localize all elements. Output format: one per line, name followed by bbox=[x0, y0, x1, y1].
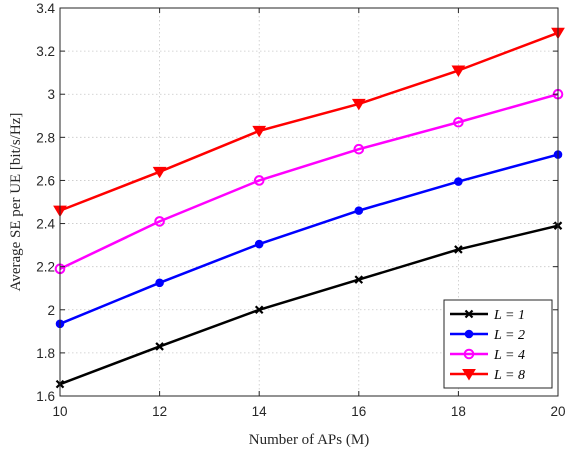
legend-label: L = 2 bbox=[493, 328, 525, 343]
y-tick-label: 3.4 bbox=[36, 1, 55, 16]
y-tick-label: 2.8 bbox=[36, 130, 55, 145]
legend-marker bbox=[464, 329, 474, 339]
y-axis-label: Average SE per UE [bit/s/Hz] bbox=[8, 113, 24, 292]
legend-item: L = 4 bbox=[450, 348, 525, 363]
series-3 bbox=[54, 88, 564, 275]
data-point bbox=[354, 275, 364, 284]
series-line bbox=[59, 93, 559, 270]
data-point bbox=[351, 98, 366, 111]
series-line bbox=[59, 224, 559, 386]
data-point bbox=[254, 239, 264, 249]
series-2 bbox=[55, 150, 563, 329]
legend-marker bbox=[463, 348, 475, 360]
legend: L = 1 L = 2 L = 4 L = 8 bbox=[443, 299, 553, 389]
y-tick-label: 2.4 bbox=[36, 217, 55, 232]
data-point bbox=[454, 177, 463, 186]
data-point bbox=[354, 206, 364, 215]
data-point bbox=[154, 216, 165, 227]
x-tick-label: 12 bbox=[152, 404, 167, 419]
axis-ticks bbox=[59, 7, 559, 397]
data-point bbox=[451, 65, 466, 77]
y-tick-label: 1.8 bbox=[36, 346, 55, 361]
y-tick-labels: 1.6 1.8 2 2.2 2.4 2.6 2.8 3 3.2 3.4 bbox=[36, 1, 55, 404]
data-point bbox=[254, 305, 264, 315]
legend-marker bbox=[464, 309, 474, 319]
x-tick-label: 18 bbox=[451, 404, 466, 419]
y-tick-label: 2 bbox=[47, 303, 55, 318]
y-tick-label: 2.6 bbox=[36, 173, 55, 188]
series-4 bbox=[53, 27, 565, 218]
data-point bbox=[453, 116, 464, 128]
x-tick-labels: 10 12 14 16 18 20 bbox=[52, 404, 565, 419]
legend-label: L = 1 bbox=[493, 308, 525, 323]
y-tick-label: 2.2 bbox=[36, 260, 55, 275]
data-point bbox=[152, 166, 167, 179]
legend-label: L = 4 bbox=[493, 348, 525, 363]
x-tick-label: 10 bbox=[52, 404, 67, 419]
x-axis-label: Number of APs (M) bbox=[249, 432, 369, 448]
data-point bbox=[253, 175, 265, 186]
data-point bbox=[353, 143, 365, 155]
x-tick-label: 16 bbox=[351, 404, 366, 419]
y-tick-label: 1.6 bbox=[36, 389, 55, 404]
y-tick-label: 3 bbox=[47, 87, 55, 102]
legend-item: L = 2 bbox=[450, 328, 525, 343]
data-point bbox=[155, 278, 164, 288]
legend-label: L = 8 bbox=[493, 368, 525, 383]
x-tick-label: 20 bbox=[550, 404, 565, 419]
series-line bbox=[59, 153, 559, 325]
data-point bbox=[155, 342, 164, 351]
legend-item: L = 1 bbox=[450, 308, 525, 323]
legend-marker bbox=[462, 369, 476, 381]
x-tick-label: 14 bbox=[252, 404, 268, 419]
y-tick-label: 3.2 bbox=[36, 44, 55, 59]
data-point bbox=[454, 245, 463, 254]
plot-frame bbox=[59, 7, 559, 397]
data-point bbox=[252, 125, 267, 138]
legend-item: L = 8 bbox=[450, 368, 525, 383]
series-line bbox=[59, 31, 559, 212]
